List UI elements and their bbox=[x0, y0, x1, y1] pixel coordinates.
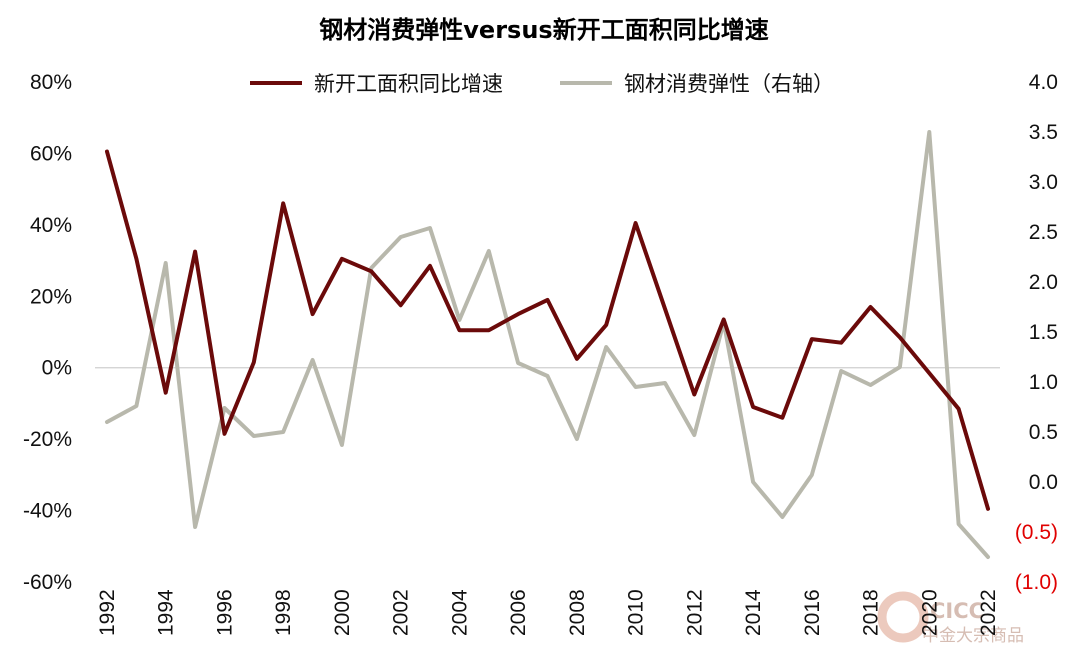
right-axis-tick-label: 3.0 bbox=[1029, 171, 1058, 194]
right-axis-tick-label: 3.5 bbox=[1029, 121, 1058, 144]
right-axis-tick-label: 0.0 bbox=[1029, 471, 1058, 494]
watermark-logo-circle bbox=[877, 591, 929, 643]
x-axis-tick-label: 2004 bbox=[448, 589, 471, 636]
left-axis-tick-label: 20% bbox=[30, 285, 72, 308]
legend-label-steel-elasticity: 钢材消费弹性（右轴） bbox=[624, 72, 834, 96]
right-axis-tick-label: 1.5 bbox=[1029, 321, 1058, 344]
chart-title: 钢材消费弹性versus新开工面积同比增速 bbox=[319, 16, 768, 44]
left-axis-tick-label: -20% bbox=[23, 428, 72, 451]
x-axis-tick-label: 2014 bbox=[742, 589, 765, 636]
x-axis-tick-label: 1996 bbox=[213, 589, 236, 636]
watermark-cicc-subtitle: 中金大宗商品 bbox=[922, 626, 1024, 646]
x-axis-tick-label: 2010 bbox=[625, 589, 648, 636]
left-axis-tick-label: -40% bbox=[23, 500, 72, 523]
right-axis-tick-label: (1.0) bbox=[1015, 571, 1058, 594]
x-axis-tick-label: 2018 bbox=[860, 589, 883, 636]
left-axis-tick-label: 60% bbox=[30, 142, 72, 165]
series-line-steel-elasticity bbox=[105, 130, 990, 559]
series-lines bbox=[105, 130, 990, 559]
x-axis-tick-label: 2008 bbox=[566, 589, 589, 636]
series-line-housing-starts bbox=[105, 149, 990, 511]
legend: 新开工面积同比增速 钢材消费弹性（右轴） bbox=[250, 72, 834, 96]
x-axis-tick-label: 2022 bbox=[977, 589, 1000, 636]
left-axis-tick-label: 80% bbox=[30, 71, 72, 94]
left-axis-tick-label: 40% bbox=[30, 214, 72, 237]
x-axis-tick-label: 2006 bbox=[507, 589, 530, 636]
x-axis-tick-label: 1998 bbox=[272, 589, 295, 636]
x-axis-tick-label: 2016 bbox=[801, 589, 824, 636]
x-axis-tick-label: 2012 bbox=[683, 589, 706, 636]
left-axis-tick-label: 0% bbox=[42, 357, 72, 380]
right-axis-tick-label: 1.0 bbox=[1029, 371, 1058, 394]
x-axis-tick-label: 2002 bbox=[390, 589, 413, 636]
x-axis-tick-label: 1992 bbox=[96, 589, 119, 636]
legend-label-housing-starts: 新开工面积同比增速 bbox=[314, 72, 503, 96]
cicc-watermark-logo: CICC 中金大宗商品 bbox=[877, 591, 1024, 646]
right-axis-tick-label: 4.0 bbox=[1029, 71, 1058, 94]
axes: 80% 60% 40% 20% 0% -20% -40% -60% 4.0 3.5 3.0 2.5 2.… bbox=[23, 71, 1058, 636]
x-axis-tick-label: 2000 bbox=[331, 589, 354, 636]
right-axis-tick-label: 0.5 bbox=[1029, 421, 1058, 444]
x-axis-tick-label: 2020 bbox=[918, 589, 941, 636]
right-axis-tick-label: (0.5) bbox=[1015, 521, 1058, 544]
right-axis-tick-label: 2.0 bbox=[1029, 271, 1058, 294]
right-axis-tick-label: 2.5 bbox=[1029, 221, 1058, 244]
left-axis-tick-label: -60% bbox=[23, 571, 72, 594]
watermark-cicc-text: CICC bbox=[930, 599, 984, 623]
x-axis-tick-label: 1994 bbox=[155, 589, 178, 636]
